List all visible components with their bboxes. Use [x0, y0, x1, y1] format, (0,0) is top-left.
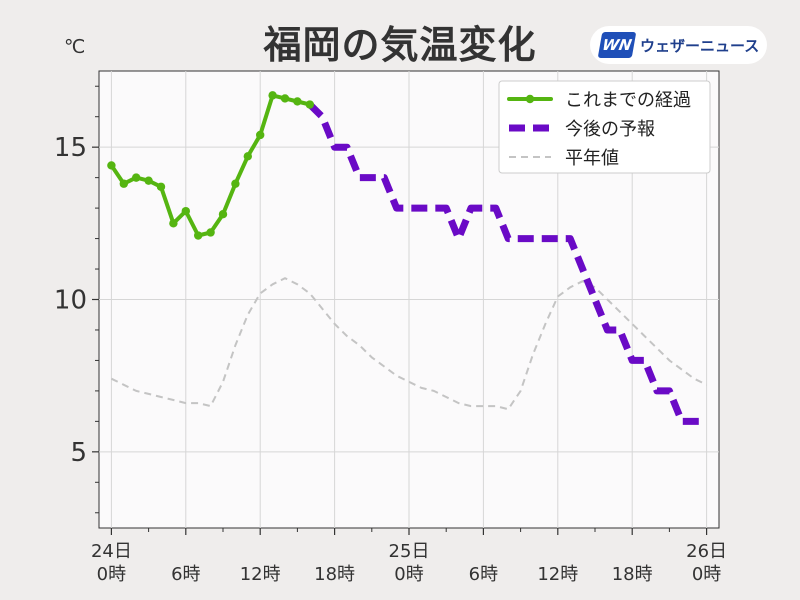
series-line-dashed-thin — [110, 277, 708, 411]
x-tick-hour-label: 0時 — [97, 564, 126, 585]
y-tick-label: 10 — [54, 286, 87, 316]
legend-label: 平年値 — [565, 148, 619, 169]
legend-marker — [525, 94, 535, 104]
brand-name: ウェザーニュース — [640, 36, 760, 55]
x-tick-day-label: 25日 — [389, 541, 430, 562]
x-tick-hour-label: 6時 — [171, 564, 200, 585]
data-point — [256, 130, 265, 140]
x-tick-day-label: 26日 — [686, 541, 727, 562]
x-tick-hour-label: 0時 — [394, 564, 423, 585]
data-point — [169, 219, 178, 228]
data-point — [132, 173, 141, 182]
y-tick-label: 5 — [70, 438, 87, 468]
brand-badge: WN ウェザーニュース — [590, 26, 767, 64]
x-tick-hour-label: 6時 — [469, 564, 498, 585]
data-point — [293, 97, 302, 106]
page-title: 福岡の気温変化 — [263, 23, 537, 67]
data-point — [144, 176, 153, 185]
y-tick-label: 15 — [54, 133, 87, 163]
data-point — [231, 179, 240, 188]
data-point — [156, 182, 166, 191]
data-point — [218, 209, 228, 219]
data-point — [194, 231, 203, 240]
legend-label: これまでの経過 — [565, 90, 691, 111]
legend-label: 今後の予報 — [565, 119, 655, 140]
data-point — [206, 228, 215, 237]
x-tick-hour-label: 18時 — [314, 564, 355, 585]
x-tick-hour-label: 12時 — [537, 564, 578, 585]
x-tick-day-label: 24日 — [91, 541, 132, 562]
data-point — [305, 100, 314, 109]
data-point — [268, 91, 277, 100]
legend-box — [498, 80, 711, 174]
data-point — [119, 179, 128, 188]
data-point — [181, 206, 190, 216]
data-point — [107, 161, 116, 170]
x-tick-hour-label: 0時 — [692, 564, 721, 585]
x-tick-hour-label: 12時 — [240, 564, 281, 585]
y-unit-label: ℃ — [64, 36, 86, 58]
x-tick-hour-label: 18時 — [612, 564, 653, 585]
data-point — [280, 94, 290, 103]
data-point — [243, 152, 252, 161]
series-line-dashed-step — [307, 102, 707, 425]
